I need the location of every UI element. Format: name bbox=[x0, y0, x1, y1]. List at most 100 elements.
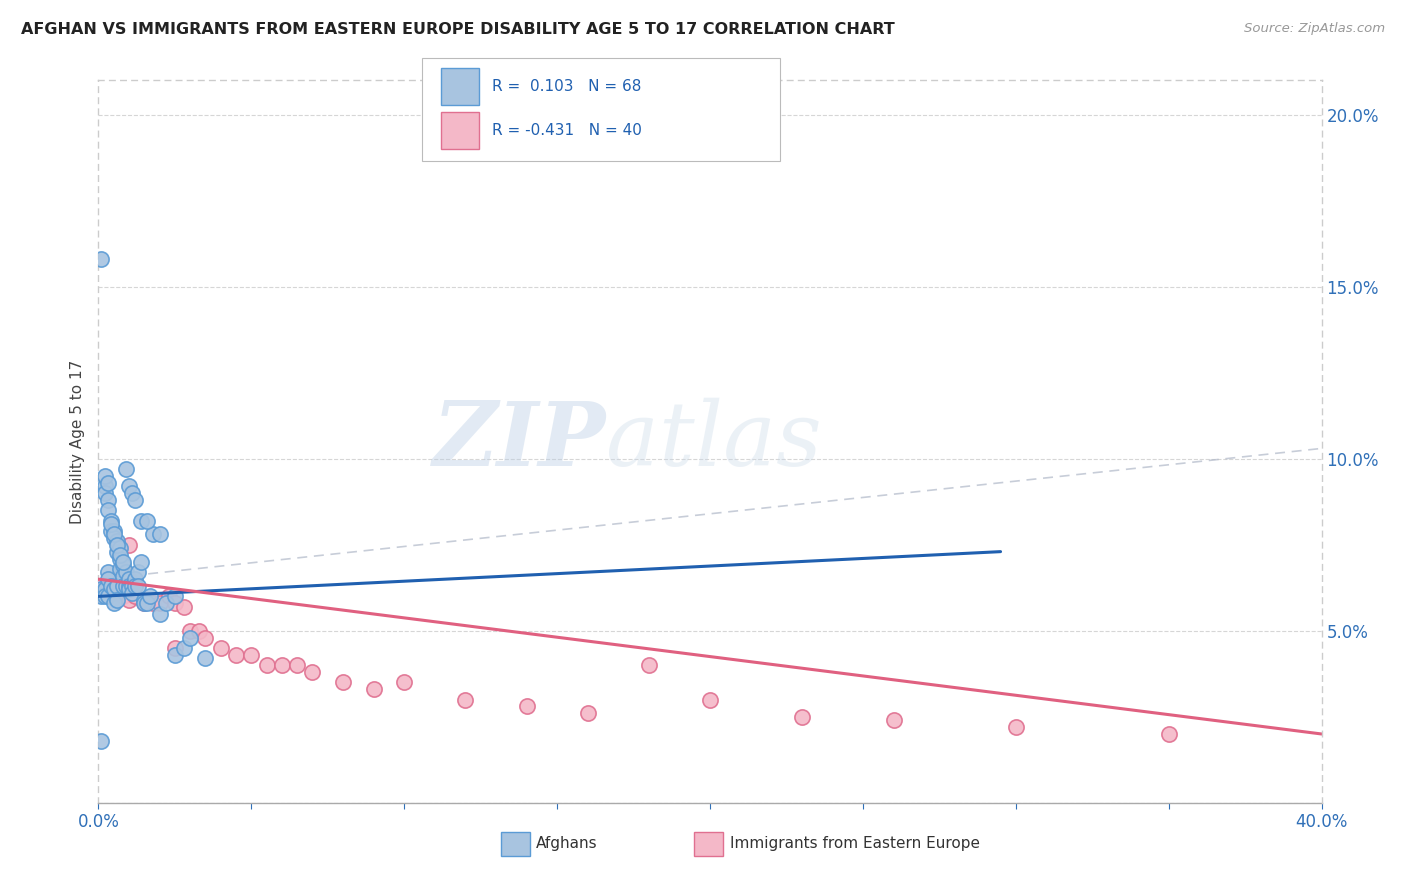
Point bbox=[124, 579, 146, 593]
FancyBboxPatch shape bbox=[501, 832, 530, 855]
Text: R = -0.431   N = 40: R = -0.431 N = 40 bbox=[492, 123, 643, 138]
Point bbox=[100, 514, 122, 528]
Point bbox=[363, 682, 385, 697]
Point bbox=[118, 479, 141, 493]
Point bbox=[285, 658, 308, 673]
Point bbox=[93, 486, 115, 500]
Point bbox=[134, 596, 156, 610]
Point bbox=[157, 590, 180, 604]
Point bbox=[124, 572, 146, 586]
Point bbox=[883, 713, 905, 727]
Point bbox=[100, 524, 122, 538]
Point bbox=[129, 514, 152, 528]
Point bbox=[108, 562, 131, 576]
Point bbox=[103, 531, 125, 545]
Point bbox=[108, 541, 131, 556]
Point bbox=[108, 548, 131, 562]
Point bbox=[194, 631, 217, 645]
Point bbox=[97, 590, 120, 604]
Point bbox=[100, 586, 122, 600]
Point bbox=[149, 527, 172, 541]
Point bbox=[97, 582, 120, 597]
Text: ZIP: ZIP bbox=[433, 399, 606, 484]
Point bbox=[118, 579, 141, 593]
Point bbox=[149, 607, 172, 621]
Point bbox=[163, 590, 186, 604]
Text: atlas: atlas bbox=[606, 398, 821, 485]
Point bbox=[134, 592, 156, 607]
Text: AFGHAN VS IMMIGRANTS FROM EASTERN EUROPE DISABILITY AGE 5 TO 17 CORRELATION CHAR: AFGHAN VS IMMIGRANTS FROM EASTERN EUROPE… bbox=[21, 22, 894, 37]
Point bbox=[139, 590, 162, 604]
Point bbox=[105, 592, 128, 607]
Point bbox=[163, 596, 186, 610]
Point bbox=[103, 527, 125, 541]
Point bbox=[105, 538, 128, 552]
Point bbox=[134, 596, 156, 610]
Point bbox=[121, 486, 143, 500]
Point bbox=[97, 503, 120, 517]
Point bbox=[516, 699, 538, 714]
Point bbox=[225, 648, 247, 662]
Point bbox=[155, 596, 177, 610]
Point bbox=[790, 710, 813, 724]
Point bbox=[127, 566, 149, 580]
Point bbox=[97, 566, 120, 580]
Point bbox=[1157, 727, 1180, 741]
FancyBboxPatch shape bbox=[695, 832, 724, 855]
Point bbox=[90, 734, 112, 748]
Point bbox=[142, 527, 165, 541]
Point bbox=[103, 524, 125, 538]
Point bbox=[118, 572, 141, 586]
Point bbox=[103, 596, 125, 610]
Text: R =  0.103   N = 68: R = 0.103 N = 68 bbox=[492, 79, 641, 95]
Point bbox=[100, 579, 122, 593]
Point bbox=[127, 579, 149, 593]
Point bbox=[105, 579, 128, 593]
Point bbox=[93, 590, 115, 604]
Point bbox=[136, 514, 159, 528]
Point bbox=[103, 582, 125, 597]
Point bbox=[111, 590, 134, 604]
Point bbox=[142, 596, 165, 610]
Y-axis label: Disability Age 5 to 17: Disability Age 5 to 17 bbox=[70, 359, 86, 524]
Point bbox=[1004, 720, 1026, 734]
Point bbox=[90, 579, 112, 593]
Point bbox=[163, 648, 186, 662]
Point bbox=[179, 631, 201, 645]
Point bbox=[90, 252, 112, 267]
Point bbox=[97, 493, 120, 508]
Point bbox=[90, 582, 112, 597]
Point bbox=[173, 599, 195, 614]
Point bbox=[188, 624, 211, 638]
Point bbox=[105, 534, 128, 549]
Point bbox=[90, 590, 112, 604]
Point bbox=[111, 579, 134, 593]
Text: Afghans: Afghans bbox=[536, 837, 598, 852]
Point bbox=[301, 665, 323, 679]
Point bbox=[576, 706, 599, 721]
Point bbox=[115, 579, 138, 593]
Text: Immigrants from Eastern Europe: Immigrants from Eastern Europe bbox=[730, 837, 980, 852]
Point bbox=[111, 558, 134, 573]
Point bbox=[240, 648, 263, 662]
Point bbox=[118, 592, 141, 607]
Point bbox=[129, 555, 152, 569]
Point bbox=[93, 469, 115, 483]
Point bbox=[108, 586, 131, 600]
Point bbox=[118, 538, 141, 552]
Point bbox=[105, 544, 128, 558]
Point bbox=[100, 517, 122, 532]
Point bbox=[121, 586, 143, 600]
Point bbox=[93, 582, 115, 597]
Point bbox=[108, 551, 131, 566]
Point bbox=[105, 586, 128, 600]
Point bbox=[256, 658, 278, 673]
Point bbox=[163, 640, 186, 655]
Point bbox=[121, 579, 143, 593]
Point bbox=[118, 582, 141, 597]
Point bbox=[637, 658, 661, 673]
Point bbox=[111, 568, 134, 582]
Point bbox=[115, 566, 138, 580]
Point bbox=[93, 479, 115, 493]
Point bbox=[93, 582, 115, 597]
